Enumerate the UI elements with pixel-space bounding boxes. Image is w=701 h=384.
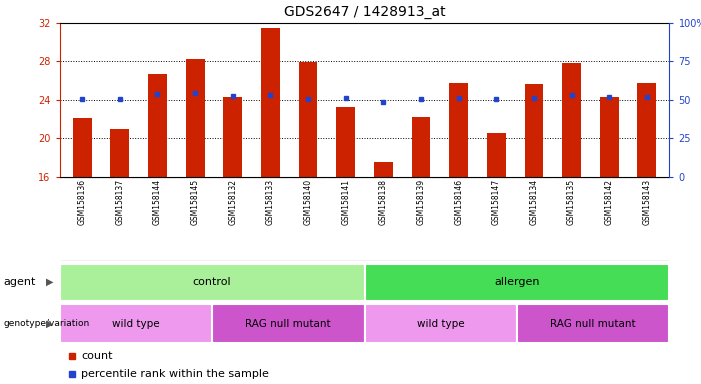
Bar [111, 129, 129, 177]
Text: GSM158134: GSM158134 [529, 179, 538, 225]
Text: GSM158145: GSM158145 [191, 179, 200, 225]
Bar [487, 134, 505, 177]
Bar [411, 117, 430, 177]
Text: GSM158142: GSM158142 [605, 179, 613, 225]
Text: GSM158135: GSM158135 [567, 179, 576, 225]
Text: GSM158144: GSM158144 [153, 179, 162, 225]
Text: GSM158140: GSM158140 [304, 179, 313, 225]
Text: percentile rank within the sample: percentile rank within the sample [81, 369, 268, 379]
Text: GSM158141: GSM158141 [341, 179, 350, 225]
Bar [186, 58, 205, 177]
Text: GSM158143: GSM158143 [642, 179, 651, 225]
Text: genotype/variation: genotype/variation [4, 319, 90, 328]
Text: GSM158139: GSM158139 [416, 179, 426, 225]
Bar [299, 62, 318, 177]
Bar [60, 304, 212, 343]
Bar [365, 304, 517, 343]
Bar [336, 106, 355, 177]
Text: RAG null mutant: RAG null mutant [550, 318, 636, 329]
Bar [224, 97, 242, 177]
Bar [374, 162, 393, 177]
Title: GDS2647 / 1428913_at: GDS2647 / 1428913_at [284, 5, 445, 19]
Text: GSM158133: GSM158133 [266, 179, 275, 225]
Bar [517, 304, 669, 343]
Bar [148, 74, 167, 177]
Bar [365, 264, 669, 301]
Text: allergen: allergen [494, 277, 540, 287]
Bar [449, 83, 468, 177]
Text: GSM158146: GSM158146 [454, 179, 463, 225]
Bar [562, 63, 581, 177]
Text: count: count [81, 351, 112, 361]
Text: wild type: wild type [112, 318, 160, 329]
Bar [637, 83, 656, 177]
Text: GSM158147: GSM158147 [492, 179, 501, 225]
Bar [60, 264, 365, 301]
Text: control: control [193, 277, 231, 287]
Text: ▶: ▶ [46, 277, 53, 287]
Text: GSM158136: GSM158136 [78, 179, 87, 225]
Text: ▶: ▶ [46, 318, 53, 329]
Text: GSM158137: GSM158137 [116, 179, 124, 225]
Bar [73, 118, 92, 177]
Text: agent: agent [4, 277, 36, 287]
Bar [212, 304, 365, 343]
Text: GSM158132: GSM158132 [229, 179, 237, 225]
Text: wild type: wild type [417, 318, 465, 329]
Bar [261, 28, 280, 177]
Text: GSM158138: GSM158138 [379, 179, 388, 225]
Text: RAG null mutant: RAG null mutant [245, 318, 331, 329]
Bar [600, 97, 618, 177]
Bar [524, 84, 543, 177]
